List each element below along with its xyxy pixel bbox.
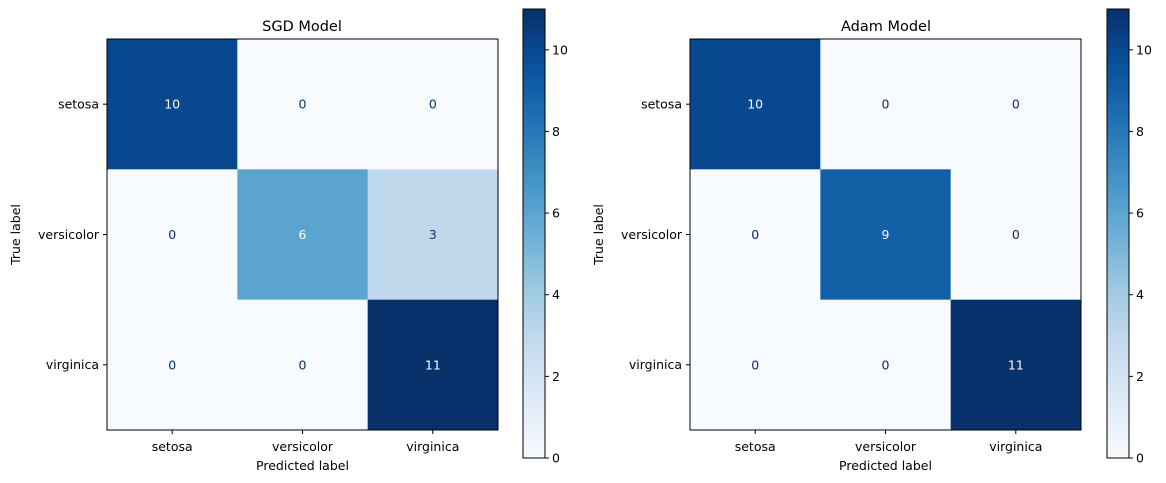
y-axis-label: True label [591, 204, 606, 266]
sgd-panel: SGD Model 10 0 0 0 6 3 0 0 11 setosa versicolor … [8, 8, 568, 473]
cell-value-label: 6 [299, 227, 307, 242]
colorbar-tick-label: 10 [552, 42, 568, 57]
heatmap-cell [367, 169, 499, 301]
chart-title: SGD Model [262, 19, 342, 35]
colorbar-tick-label: 2 [552, 369, 560, 384]
colorbar-tick-label: 8 [1136, 124, 1144, 139]
colorbar-tick-label: 2 [1136, 369, 1144, 384]
heatmap-cell [367, 39, 499, 170]
x-tick-label: virginica [406, 439, 459, 454]
x-tick-labels: setosa versicolor virginica [152, 430, 459, 454]
heatmap-cells: 10 0 0 0 9 0 0 0 11 [690, 39, 1082, 431]
cell-value-label: 0 [751, 357, 759, 372]
cell-value-label: 0 [1012, 227, 1020, 242]
y-tick-labels: setosa versicolor virginica [38, 97, 107, 372]
x-tick-labels: setosa versicolor virginica [735, 430, 1042, 454]
heatmap-cell [950, 299, 1082, 431]
heatmap-cell [950, 39, 1082, 170]
x-axis-label: Predicted label [256, 458, 349, 473]
x-axis-label: Predicted label [839, 458, 932, 473]
heatmap-cell [950, 169, 1082, 301]
cell-value-label: 0 [751, 227, 759, 242]
colorbar-tick-label: 0 [1136, 451, 1144, 466]
cell-value-label: 11 [425, 357, 441, 372]
colorbar-tick-label: 6 [552, 206, 560, 221]
cell-value-label: 3 [429, 227, 437, 242]
y-tick-label: virginica [46, 357, 99, 372]
heatmap-cell [237, 299, 369, 431]
heatmap-cell [820, 169, 952, 301]
cell-value-label: 0 [299, 97, 307, 112]
cell-value-label: 0 [1012, 97, 1020, 112]
cell-value-label: 0 [429, 97, 437, 112]
heatmap-cell [237, 39, 369, 170]
colorbar-tick-label: 0 [552, 451, 560, 466]
chart-title: Adam Model [841, 19, 931, 35]
x-tick-label: virginica [989, 439, 1042, 454]
colorbar-ticks: 0 2 4 6 8 10 [545, 42, 568, 466]
colorbar-gradient [522, 8, 546, 459]
cell-value-label: 0 [882, 357, 890, 372]
adam-panel: Adam Model 10 0 0 0 9 0 0 0 11 setosa versicolor… [591, 8, 1152, 473]
heatmap-cells: 10 0 0 0 6 3 0 0 11 [107, 39, 499, 431]
colorbar-ticks: 0 2 4 6 8 10 [1129, 42, 1152, 466]
heatmap-cell [107, 39, 238, 170]
heatmap-cell [820, 299, 952, 431]
colorbar: 0 2 4 6 8 10 [1106, 8, 1152, 466]
heatmap-cell [820, 39, 952, 170]
cell-value-label: 10 [164, 97, 180, 112]
cell-value-label: 10 [747, 97, 763, 112]
x-tick-label: versicolor [855, 439, 917, 454]
heatmap-cell [107, 299, 238, 431]
y-axis-label: True label [8, 204, 23, 266]
heatmap-cell [690, 39, 821, 170]
cell-value-label: 0 [168, 227, 176, 242]
colorbar-gradient [1106, 8, 1130, 459]
y-tick-label: versicolor [621, 227, 683, 242]
cell-value-label: 11 [1008, 357, 1024, 372]
colorbar: 0 2 4 6 8 10 [522, 8, 568, 466]
heatmap-cell [367, 299, 499, 431]
y-tick-label: setosa [641, 97, 682, 112]
heatmap-cell [107, 169, 238, 301]
colorbar-tick-label: 6 [1136, 206, 1144, 221]
cell-value-label: 0 [299, 357, 307, 372]
x-tick-label: setosa [735, 439, 776, 454]
colorbar-tick-label: 4 [552, 287, 560, 302]
cell-value-label: 0 [882, 97, 890, 112]
cell-value-label: 9 [882, 227, 890, 242]
y-tick-labels: setosa versicolor virginica [621, 97, 690, 372]
heatmap-cell [690, 299, 821, 431]
heatmap-cell [237, 169, 369, 301]
colorbar-tick-label: 8 [552, 124, 560, 139]
cell-value-label: 0 [168, 357, 176, 372]
y-tick-label: versicolor [38, 227, 100, 242]
x-tick-label: versicolor [272, 439, 334, 454]
colorbar-tick-label: 4 [1136, 287, 1144, 302]
x-tick-label: setosa [152, 439, 193, 454]
y-tick-label: virginica [629, 357, 682, 372]
y-tick-label: setosa [58, 97, 99, 112]
heatmap-cell [690, 169, 821, 301]
colorbar-tick-label: 10 [1136, 42, 1152, 57]
